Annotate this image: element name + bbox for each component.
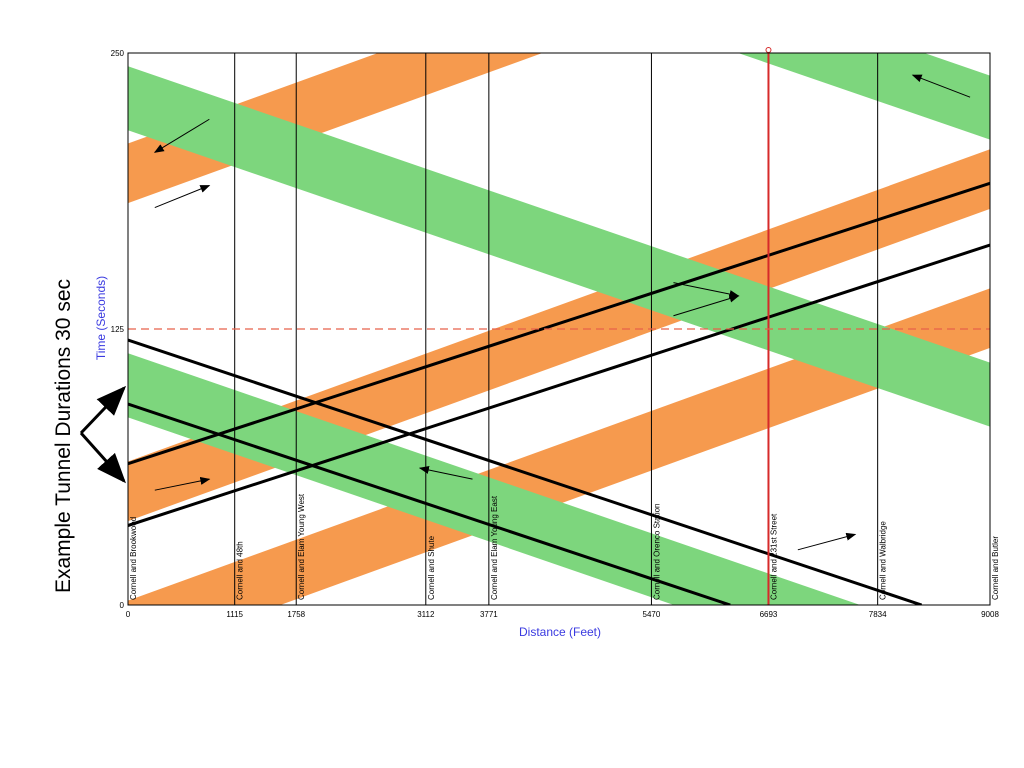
green-bands xyxy=(128,53,990,605)
x-tick-label-4: 3771 xyxy=(480,610,498,619)
westbound-highlight-lower-edge xyxy=(128,402,731,605)
x-tick-label-0: 0 xyxy=(126,610,131,619)
y-axis-title: Time (Seconds) xyxy=(94,276,108,360)
x-tick-label-2: 1758 xyxy=(287,610,305,619)
x-tick-label-7: 7834 xyxy=(869,610,887,619)
eastbound-direction-arrow-0 xyxy=(154,185,211,209)
intersection-label-4: Cornell and Elam Young East xyxy=(490,495,499,600)
intersection-label-8: Cornell and Butler xyxy=(991,536,1000,600)
direction-arrows xyxy=(153,74,971,551)
eastbound-highlight-upper-edge xyxy=(128,181,990,466)
westbound-direction-arrow-1 xyxy=(153,118,210,153)
x-tick-label-3: 3112 xyxy=(417,610,435,619)
tunnel-duration-annotation: Example Tunnel Durations 30 sec xyxy=(52,279,75,593)
y-tick-label-2: 250 xyxy=(111,49,125,58)
intersection-label-3: Cornell and Shute xyxy=(427,535,436,600)
x-tick-label-8: 9008 xyxy=(981,610,999,619)
intersection-lines: Cornell and Brookwood Cornell and 48th Cor… xyxy=(129,47,1000,605)
plot-frame xyxy=(127,52,991,606)
selected-intersection-marker xyxy=(765,47,772,53)
x-axis-title: Distance (Feet) xyxy=(519,625,601,639)
westbound-band-1 xyxy=(128,353,861,605)
annotation-bracket xyxy=(79,385,127,484)
eastbound-direction-arrow-6 xyxy=(797,532,857,551)
westbound-highlight-upper-edge xyxy=(128,338,923,605)
x-tick-label-5: 5470 xyxy=(643,610,661,619)
y-tick-label-0: 0 xyxy=(120,601,125,610)
intersection-label-6: Cornell and 231st Street xyxy=(769,513,778,600)
westbound-band-2 xyxy=(738,53,990,140)
eastbound-band-1 xyxy=(128,53,543,204)
intersection-label-1: Cornell and 48th xyxy=(236,541,245,600)
westbound-direction-arrow-7 xyxy=(911,74,971,98)
intersection-label-5: Cornell and Orenco Station xyxy=(652,504,661,601)
eastbound-direction-arrow-5 xyxy=(673,282,740,299)
intersection-label-0: Cornell and Brookwood xyxy=(129,517,138,600)
intersection-label-7: Cornell and Walbridge xyxy=(879,521,888,600)
x-tick-label-6: 6693 xyxy=(760,610,778,619)
eastbound-direction-arrow-4 xyxy=(673,294,740,317)
eastbound-highlight-lower-edge xyxy=(128,243,990,527)
westbound-band-0 xyxy=(128,66,990,427)
x-tick-label-1: 1115 xyxy=(226,610,243,619)
eastbound-direction-arrow-2 xyxy=(154,477,211,491)
highlighted-bands xyxy=(128,181,990,605)
intersection-label-2: Cornell and Elam Young West xyxy=(297,493,306,600)
y-tick-label-1: 125 xyxy=(111,325,125,334)
westbound-direction-arrow-3 xyxy=(418,466,473,480)
eastbound-band-2 xyxy=(128,288,990,605)
axis-ticks: 0 1115 1758 3112 3771 5470 6693 7834 9008 0 125 250 xyxy=(111,49,1000,619)
